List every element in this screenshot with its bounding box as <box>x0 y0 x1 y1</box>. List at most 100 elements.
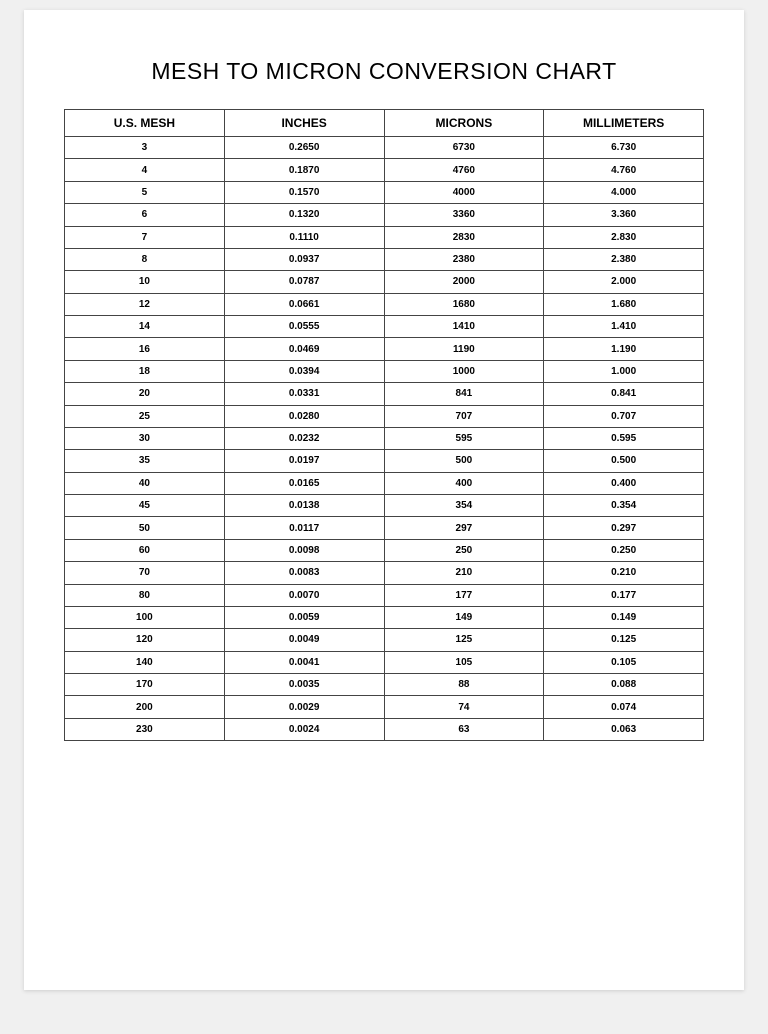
table-row: 80.093723802.380 <box>65 248 704 270</box>
table-row: 450.01383540.354 <box>65 495 704 517</box>
table-cell: 125 <box>384 629 544 651</box>
table-cell: 0.0049 <box>224 629 384 651</box>
table-cell: 100 <box>65 606 225 628</box>
table-cell: 1410 <box>384 316 544 338</box>
table-cell: 0.0117 <box>224 517 384 539</box>
table-row: 1200.00491250.125 <box>65 629 704 651</box>
table-cell: 0.297 <box>544 517 704 539</box>
table-cell: 0.177 <box>544 584 704 606</box>
table-cell: 0.841 <box>544 383 704 405</box>
table-cell: 0.0280 <box>224 405 384 427</box>
table-row: 800.00701770.177 <box>65 584 704 606</box>
table-cell: 0.0937 <box>224 248 384 270</box>
table-cell: 45 <box>65 495 225 517</box>
table-cell: 3360 <box>384 204 544 226</box>
table-cell: 0.0331 <box>224 383 384 405</box>
table-cell: 595 <box>384 427 544 449</box>
table-cell: 0.354 <box>544 495 704 517</box>
col-header-inches: INCHES <box>224 110 384 137</box>
table-cell: 500 <box>384 450 544 472</box>
col-header-microns: MICRONS <box>384 110 544 137</box>
table-cell: 0.0041 <box>224 651 384 673</box>
table-cell: 2.000 <box>544 271 704 293</box>
table-cell: 0.0098 <box>224 539 384 561</box>
table-row: 600.00982500.250 <box>65 539 704 561</box>
table-cell: 3 <box>65 137 225 159</box>
table-cell: 0.0083 <box>224 562 384 584</box>
table-cell: 1190 <box>384 338 544 360</box>
table-cell: 2000 <box>384 271 544 293</box>
table-cell: 177 <box>384 584 544 606</box>
table-row: 70.111028302.830 <box>65 226 704 248</box>
table-cell: 63 <box>384 718 544 740</box>
table-cell: 60 <box>65 539 225 561</box>
table-cell: 7 <box>65 226 225 248</box>
table-cell: 140 <box>65 651 225 673</box>
table-cell: 50 <box>65 517 225 539</box>
table-row: 60.132033603.360 <box>65 204 704 226</box>
table-cell: 30 <box>65 427 225 449</box>
table-cell: 0.0232 <box>224 427 384 449</box>
table-cell: 210 <box>384 562 544 584</box>
conversion-table: U.S. MESH INCHES MICRONS MILLIMETERS 3 0.… <box>64 109 704 741</box>
table-cell: 0.063 <box>544 718 704 740</box>
table-cell: 0.250 <box>544 539 704 561</box>
table-cell: 0.074 <box>544 696 704 718</box>
document-page: MESH TO MICRON CONVERSION CHART U.S. MES… <box>24 10 744 990</box>
table-cell: 20 <box>65 383 225 405</box>
table-header: U.S. MESH INCHES MICRONS MILLIMETERS <box>65 110 704 137</box>
table-row: 200.03318410.841 <box>65 383 704 405</box>
table-cell: 5 <box>65 181 225 203</box>
table-cell: 1000 <box>384 360 544 382</box>
table-cell: 10 <box>65 271 225 293</box>
table-row: 140.055514101.410 <box>65 316 704 338</box>
col-header-millimeters: MILLIMETERS <box>544 110 704 137</box>
table-row: 2300.0024630.063 <box>65 718 704 740</box>
table-body: 30.265067306.73040.187047604.76050.15704… <box>65 137 704 741</box>
table-cell: 354 <box>384 495 544 517</box>
table-cell: 16 <box>65 338 225 360</box>
table-cell: 297 <box>384 517 544 539</box>
table-cell: 0.0029 <box>224 696 384 718</box>
table-cell: 0.0469 <box>224 338 384 360</box>
table-cell: 0.0197 <box>224 450 384 472</box>
table-cell: 0.0394 <box>224 360 384 382</box>
table-cell: 230 <box>65 718 225 740</box>
table-row: 700.00832100.210 <box>65 562 704 584</box>
table-cell: 3.360 <box>544 204 704 226</box>
table-cell: 0.125 <box>544 629 704 651</box>
table-cell: 1.190 <box>544 338 704 360</box>
table-cell: 0.0787 <box>224 271 384 293</box>
table-cell: 0.0024 <box>224 718 384 740</box>
table-cell: 4760 <box>384 159 544 181</box>
table-cell: 0.088 <box>544 674 704 696</box>
table-row: 1700.0035880.088 <box>65 674 704 696</box>
table-cell: 200 <box>65 696 225 718</box>
table-cell: 2830 <box>384 226 544 248</box>
table-cell: 2380 <box>384 248 544 270</box>
table-cell: 6.730 <box>544 137 704 159</box>
table-cell: 25 <box>65 405 225 427</box>
table-cell: 1.410 <box>544 316 704 338</box>
table-cell: 400 <box>384 472 544 494</box>
table-cell: 120 <box>65 629 225 651</box>
table-cell: 1.680 <box>544 293 704 315</box>
table-cell: 0.500 <box>544 450 704 472</box>
table-cell: 0.105 <box>544 651 704 673</box>
table-cell: 8 <box>65 248 225 270</box>
table-row: 180.039410001.000 <box>65 360 704 382</box>
table-cell: 0.0059 <box>224 606 384 628</box>
table-cell: 0.1320 <box>224 204 384 226</box>
table-cell: 0.0070 <box>224 584 384 606</box>
table-cell: 149 <box>384 606 544 628</box>
table-row: 1400.00411050.105 <box>65 651 704 673</box>
table-cell: 707 <box>384 405 544 427</box>
table-cell: 2.830 <box>544 226 704 248</box>
table-cell: 0.0035 <box>224 674 384 696</box>
table-cell: 0.400 <box>544 472 704 494</box>
table-cell: 170 <box>65 674 225 696</box>
table-cell: 0.1570 <box>224 181 384 203</box>
table-cell: 0.0165 <box>224 472 384 494</box>
table-row: 400.01654000.400 <box>65 472 704 494</box>
table-cell: 0.210 <box>544 562 704 584</box>
